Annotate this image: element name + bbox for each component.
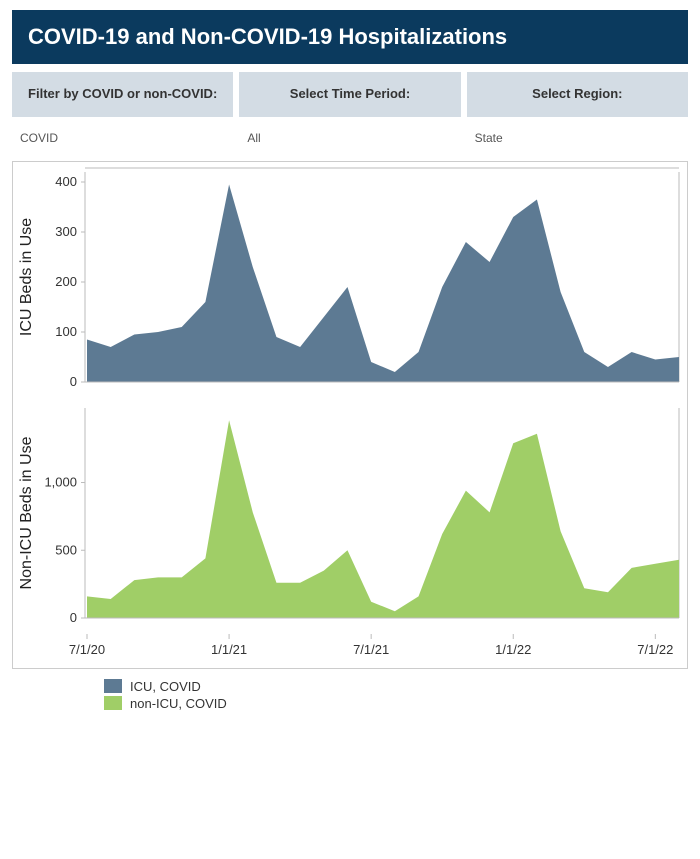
filter-header-time: Select Time Period:: [239, 72, 460, 117]
x-tick-label: 1/1/22: [495, 642, 531, 657]
area-icu: [87, 184, 679, 382]
filter-header-covid: Filter by COVID or non-COVID:: [12, 72, 233, 117]
x-tick-label: 7/1/22: [637, 642, 673, 657]
filter-value-time[interactable]: All: [239, 123, 460, 159]
filter-values: COVID All State: [12, 123, 688, 159]
x-tick-label: 1/1/21: [211, 642, 247, 657]
chart-panel: 0 100 200 300 400 ICU Beds in Use 0 500 1,000 No…: [12, 161, 688, 669]
svg-text:400: 400: [55, 174, 77, 189]
dashboard: COVID-19 and Non-COVID-19 Hospitalizatio…: [0, 0, 700, 721]
y-axis-title-nonicu: Non-ICU Beds in Use: [18, 436, 35, 589]
svg-text:200: 200: [55, 274, 77, 289]
chart-icu: 0 100 200 300 400 ICU Beds in Use: [13, 162, 689, 398]
filter-header-region: Select Region:: [467, 72, 688, 117]
page-title: COVID-19 and Non-COVID-19 Hospitalizatio…: [12, 10, 688, 64]
legend-item-icu: ICU, COVID: [104, 679, 688, 694]
filter-headers: Filter by COVID or non-COVID: Select Tim…: [12, 72, 688, 117]
legend: ICU, COVID non-ICU, COVID: [104, 679, 688, 711]
legend-label-nonicu: non-ICU, COVID: [130, 696, 227, 711]
svg-text:0: 0: [70, 374, 77, 389]
svg-text:500: 500: [55, 542, 77, 557]
filter-value-region[interactable]: State: [467, 123, 688, 159]
x-tick-label: 7/1/21: [353, 642, 389, 657]
svg-text:0: 0: [70, 610, 77, 625]
svg-text:100: 100: [55, 324, 77, 339]
area-nonicu: [87, 420, 679, 618]
x-axis: 7/1/20 1/1/21 7/1/21 1/1/22 7/1/22: [13, 634, 689, 668]
legend-swatch-icu: [104, 679, 122, 693]
svg-text:1,000: 1,000: [44, 474, 77, 489]
x-tick-label: 7/1/20: [69, 642, 105, 657]
legend-label-icu: ICU, COVID: [130, 679, 201, 694]
chart-nonicu: 0 500 1,000 Non-ICU Beds in Use: [13, 398, 689, 634]
legend-swatch-nonicu: [104, 696, 122, 710]
filter-value-covid[interactable]: COVID: [12, 123, 233, 159]
svg-text:300: 300: [55, 224, 77, 239]
y-axis-title-icu: ICU Beds in Use: [18, 218, 35, 336]
legend-item-nonicu: non-ICU, COVID: [104, 696, 688, 711]
